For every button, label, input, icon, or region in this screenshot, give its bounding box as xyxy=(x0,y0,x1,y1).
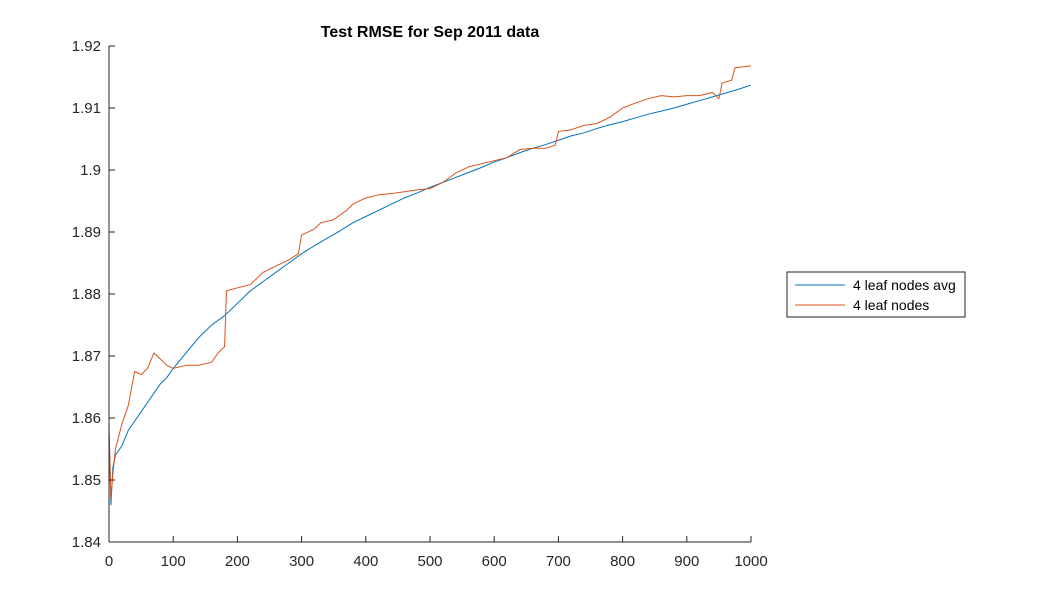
y-tick-label: 1.92 xyxy=(72,38,101,55)
y-tick-label: 1.84 xyxy=(72,534,101,551)
y-tick-label: 1.9 xyxy=(80,162,101,179)
series-line-avg xyxy=(108,84,752,506)
legend: 4 leaf nodes avg 4 leaf nodes xyxy=(786,271,966,318)
y-tick-label: 1.87 xyxy=(72,348,101,365)
legend-box xyxy=(786,271,966,318)
chart-title: Test RMSE for Sep 2011 data xyxy=(321,24,540,41)
y-tick-label: 1.91 xyxy=(72,100,101,117)
y-tick-label: 1.85 xyxy=(72,472,101,489)
x-tick-label: 900 xyxy=(674,553,699,570)
x-tick-label: 0 xyxy=(105,553,113,570)
x-tick-label: 600 xyxy=(482,553,507,570)
y-tick-label: 1.88 xyxy=(72,286,101,303)
x-tick-label: 100 xyxy=(161,553,186,570)
x-tick-label: 800 xyxy=(610,553,635,570)
y-tick-label: 1.89 xyxy=(72,224,101,241)
x-tick-label: 700 xyxy=(546,553,571,570)
x-tick-label: 200 xyxy=(225,553,250,570)
series-line-leaf xyxy=(108,65,752,500)
x-tick-label: 1000 xyxy=(734,553,767,570)
x-tick-label: 300 xyxy=(289,553,314,570)
plot-area xyxy=(109,46,751,542)
legend-label-leaf: 4 leaf nodes xyxy=(853,297,929,313)
y-tick-label: 1.86 xyxy=(72,410,101,427)
legend-label-avg: 4 leaf nodes avg xyxy=(853,277,956,293)
x-ticks: 0 100 200 300 400 500 600 700 800 900 1000 xyxy=(105,536,768,570)
x-tick-label: 500 xyxy=(417,553,442,570)
series-group xyxy=(108,65,752,506)
x-tick-label: 400 xyxy=(353,553,378,570)
y-ticks: 1.84 1.85 1.86 1.87 1.88 1.89 1.9 1.91 1.92 xyxy=(72,38,115,551)
